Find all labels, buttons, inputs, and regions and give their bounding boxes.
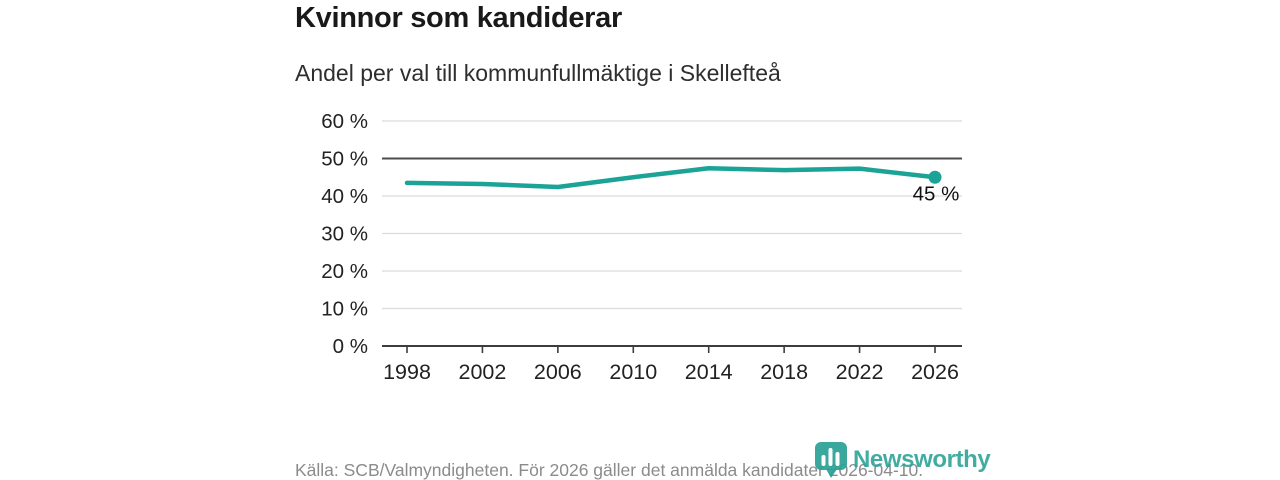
- page-title: Kvinnor som kandiderar: [295, 2, 622, 34]
- x-tick-label: 2006: [534, 360, 582, 384]
- y-tick-label: 40 %: [321, 185, 368, 208]
- x-tick-label: 1998: [383, 360, 431, 384]
- source-note: Källa: SCB/Valmyndigheten. För 2026 gäll…: [295, 460, 924, 480]
- x-tick-label: 2022: [836, 360, 884, 384]
- newsworthy-logo-text: Newsworthy: [853, 446, 991, 473]
- y-tick-label: 60 %: [321, 110, 368, 133]
- x-tick-label: 2010: [609, 360, 657, 384]
- newsworthy-logo-icon: [815, 442, 847, 478]
- y-tick-label: 20 %: [321, 260, 368, 283]
- newsworthy-logo: Newsworthy: [814, 441, 991, 479]
- data-point-marker: [928, 170, 942, 184]
- x-tick-label: 2014: [685, 360, 733, 384]
- data-point-label: 45 %: [913, 182, 960, 205]
- x-tick-label: 2026: [911, 360, 959, 384]
- y-tick-label: 10 %: [321, 298, 368, 321]
- y-tick-label: 50 %: [321, 148, 368, 171]
- y-tick-label: 30 %: [321, 223, 368, 246]
- x-tick-label: 2002: [459, 360, 507, 384]
- y-tick-label: 0 %: [333, 335, 368, 358]
- page-subtitle: Andel per val till kommunfullmäktige i S…: [295, 60, 781, 86]
- x-tick-label: 2018: [760, 360, 808, 384]
- data-line: [404, 166, 938, 190]
